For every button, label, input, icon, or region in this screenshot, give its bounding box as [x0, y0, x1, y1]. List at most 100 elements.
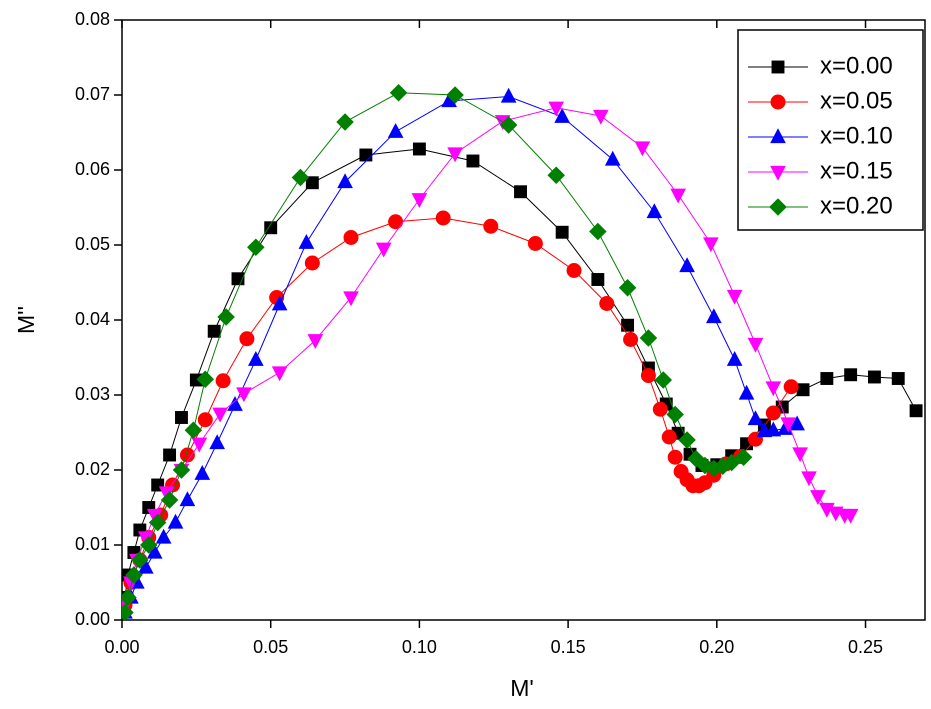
y-tick-label: 0.07: [75, 84, 110, 104]
y-tick-label: 0.08: [75, 9, 110, 29]
marker: [591, 273, 605, 286]
marker: [527, 236, 543, 251]
x-tick-label: 0.00: [104, 637, 139, 657]
marker: [248, 350, 264, 366]
marker: [844, 368, 858, 382]
y-tick-label: 0.05: [75, 234, 110, 254]
marker: [726, 289, 743, 305]
marker: [140, 536, 158, 554]
marker: [867, 370, 881, 384]
marker: [792, 447, 808, 463]
marker: [842, 508, 859, 524]
marker: [661, 429, 677, 445]
legend-marker: [770, 128, 786, 144]
marker: [388, 214, 404, 230]
marker: [122, 603, 134, 620]
marker: [125, 566, 143, 584]
marker: [343, 230, 359, 245]
y-tick-label: 0.06: [75, 159, 110, 179]
marker: [891, 372, 905, 385]
marker: [172, 461, 191, 479]
marker: [640, 368, 656, 383]
legend-label: x=0.05: [820, 87, 893, 114]
marker: [734, 448, 753, 467]
legend-box: [737, 29, 924, 231]
marker: [343, 291, 359, 307]
x-tick-label: 0.15: [551, 637, 586, 657]
marker: [239, 331, 255, 347]
marker: [500, 87, 517, 103]
legend-marker: [771, 60, 785, 74]
marker: [566, 263, 582, 278]
legend-label: x=0.10: [820, 122, 893, 149]
marker: [548, 101, 565, 117]
marker: [212, 407, 228, 423]
series-group: [122, 83, 923, 620]
marker: [810, 490, 826, 506]
marker: [703, 237, 719, 253]
marker: [514, 185, 527, 199]
y-tick-label: 0.01: [75, 534, 110, 554]
marker: [131, 551, 149, 569]
marker: [412, 142, 426, 156]
marker: [291, 168, 310, 187]
marker: [184, 421, 203, 440]
marker: [623, 332, 639, 347]
marker: [133, 523, 147, 537]
marker: [142, 501, 156, 514]
marker: [554, 107, 570, 123]
marker: [765, 381, 782, 397]
marker: [547, 166, 565, 185]
marker: [555, 225, 569, 239]
marker: [304, 255, 320, 271]
legend-label: x=0.00: [820, 52, 893, 79]
marker: [706, 308, 722, 324]
x-tick-label: 0.20: [699, 637, 734, 657]
marker: [646, 203, 663, 219]
marker: [227, 395, 243, 411]
marker: [738, 384, 755, 400]
marker: [305, 176, 319, 190]
marker: [435, 210, 451, 226]
marker: [722, 453, 741, 472]
marker: [271, 295, 288, 311]
marker: [634, 141, 651, 157]
marker: [652, 401, 668, 417]
legend-label: x=0.20: [820, 192, 893, 219]
marker: [197, 412, 213, 428]
marker: [167, 513, 184, 529]
marker: [909, 404, 923, 418]
legend-marker: [769, 198, 787, 216]
marker: [146, 543, 163, 559]
marker: [780, 417, 797, 433]
marker: [411, 193, 428, 209]
legend-label: x=0.15: [820, 157, 893, 184]
marker: [678, 431, 696, 449]
marker: [765, 421, 782, 437]
marker: [726, 350, 743, 366]
marker: [175, 411, 188, 424]
marker: [191, 437, 208, 453]
series-line: [124, 95, 798, 613]
marker: [137, 558, 154, 574]
marker: [589, 222, 607, 241]
marker: [599, 296, 615, 311]
marker: [783, 379, 799, 395]
axes-frame: [121, 19, 926, 621]
marker: [236, 387, 252, 403]
marker: [499, 116, 518, 134]
y-tick-label: 0.02: [75, 459, 110, 479]
marker: [217, 308, 235, 326]
marker: [375, 242, 392, 258]
marker: [163, 448, 177, 462]
marker: [207, 324, 221, 338]
marker: [618, 278, 637, 297]
marker: [148, 513, 167, 532]
marker: [337, 173, 353, 189]
y-tick-label: 0.00: [75, 609, 110, 629]
x-tick-label: 0.10: [402, 637, 437, 657]
marker: [789, 415, 805, 431]
marker: [801, 471, 817, 487]
marker: [765, 405, 781, 421]
